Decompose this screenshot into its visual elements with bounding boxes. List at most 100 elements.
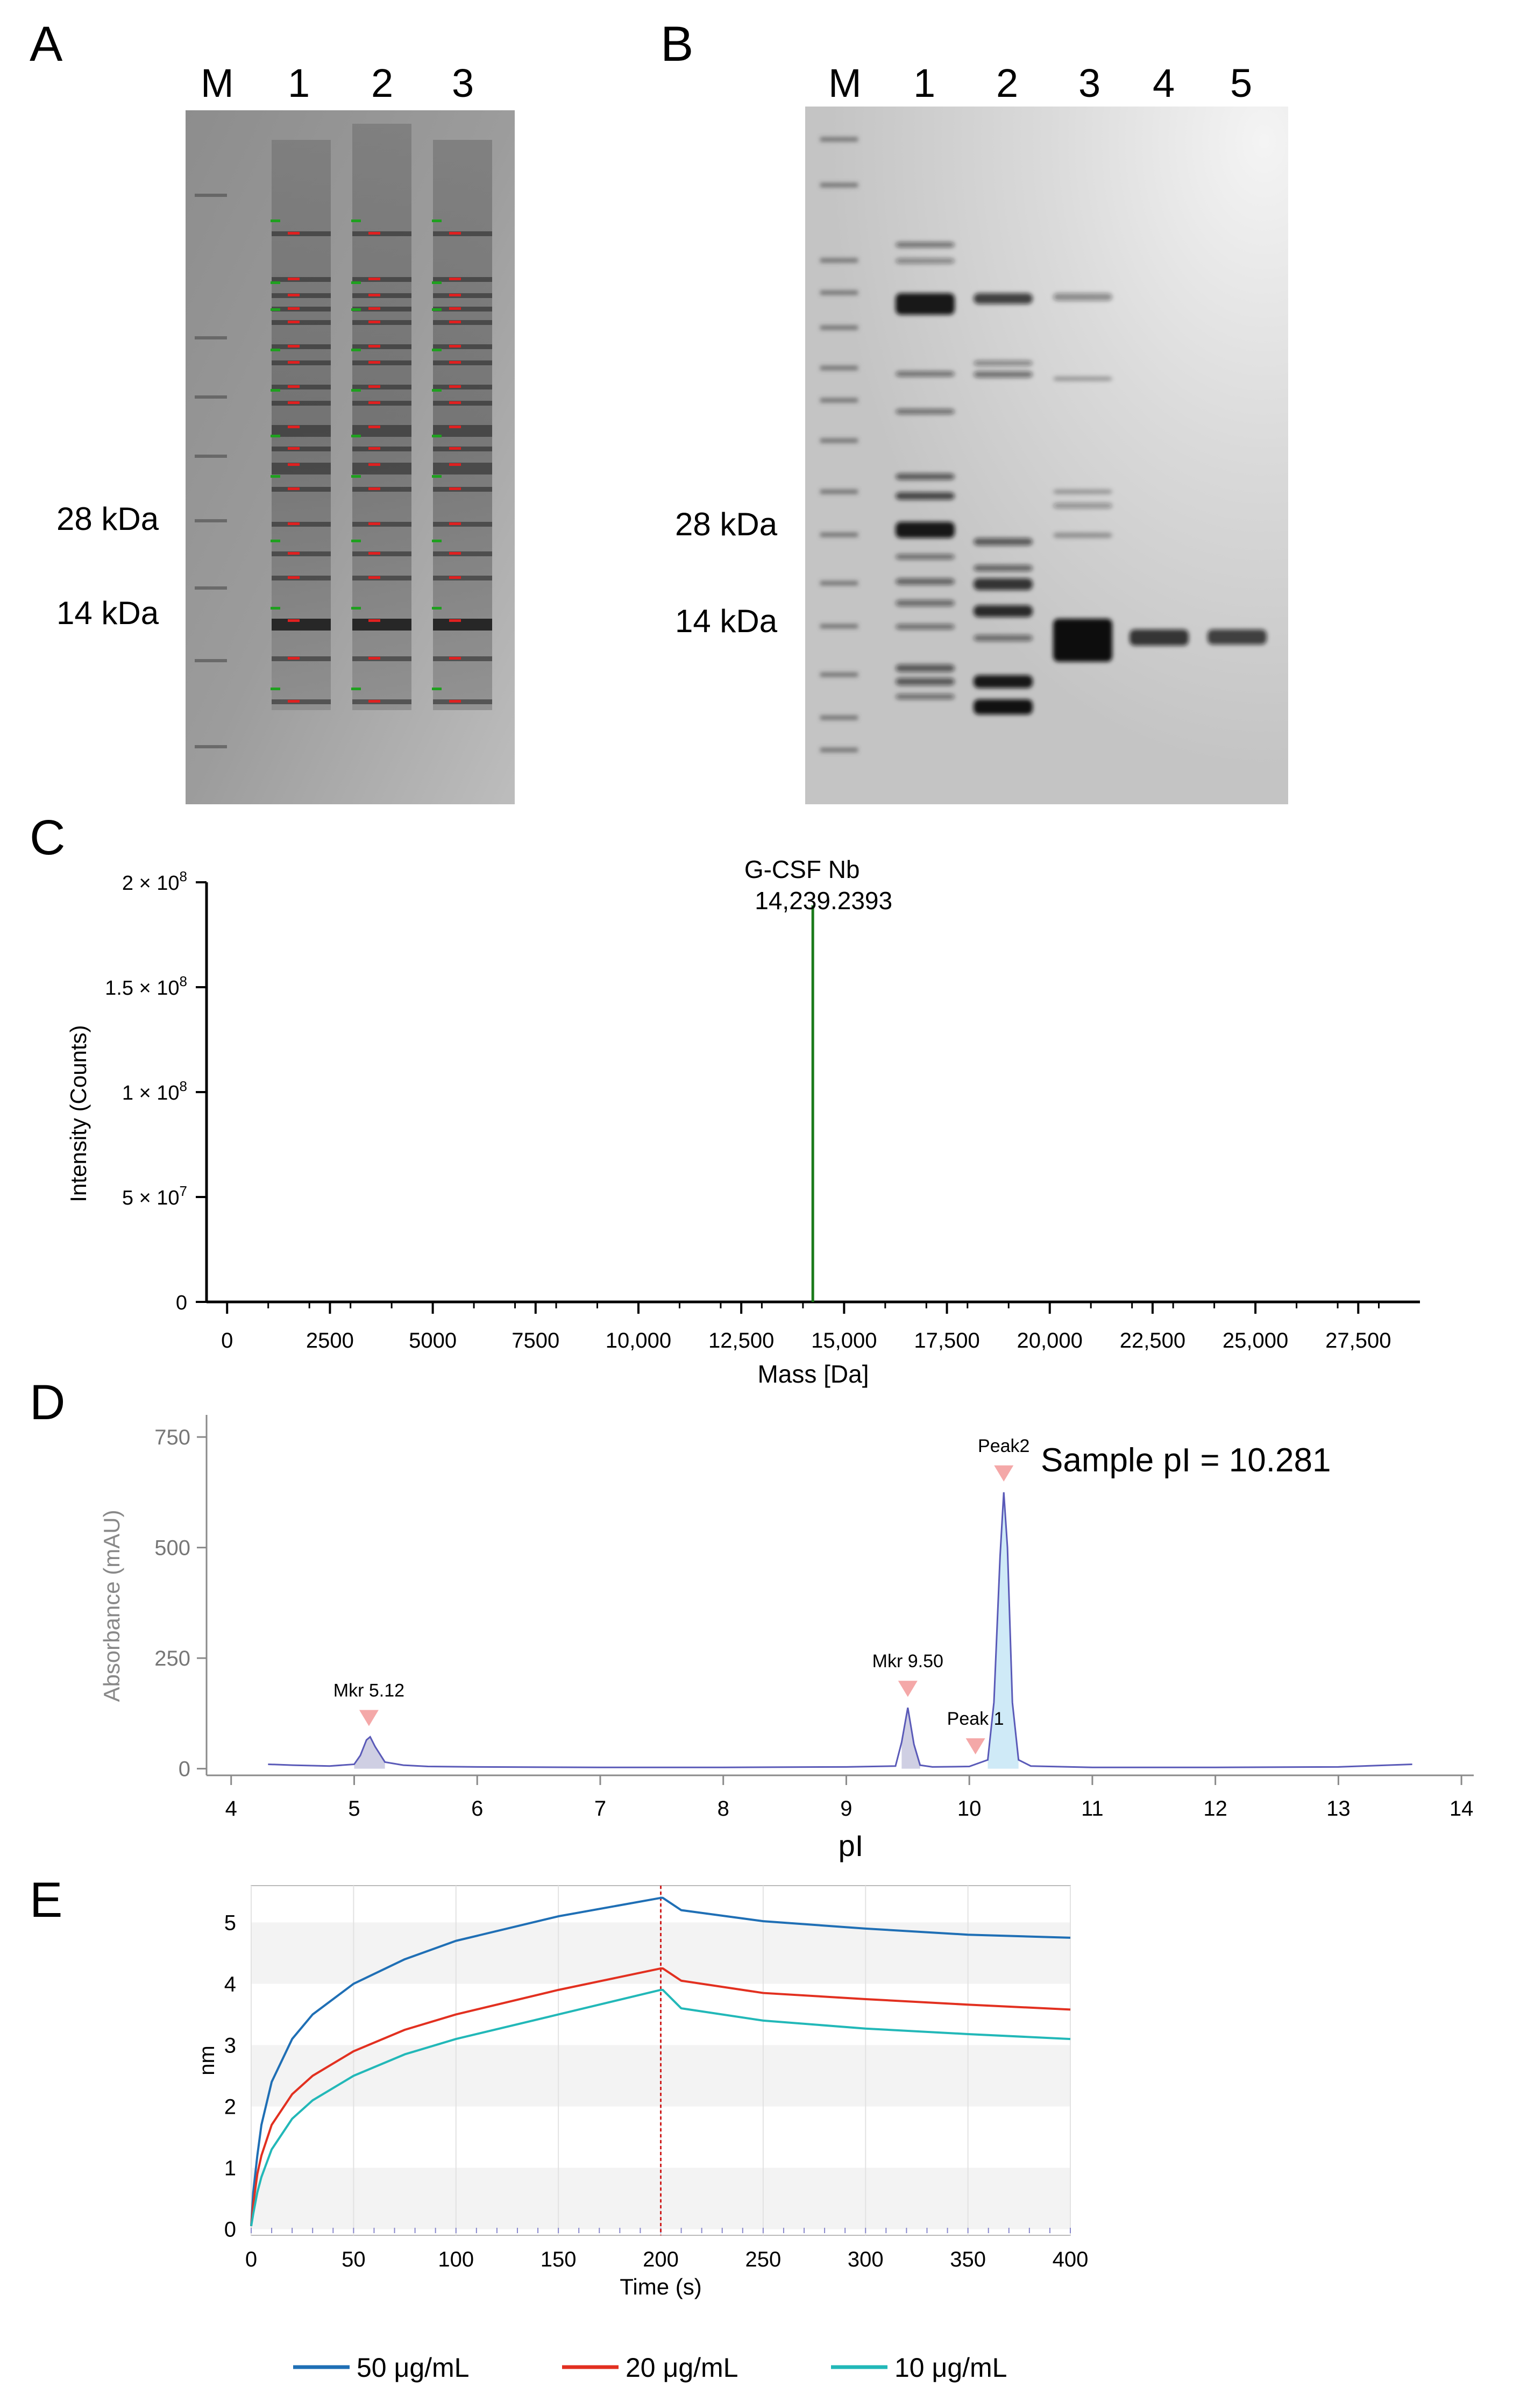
gel-a-red-tick bbox=[449, 426, 461, 428]
gel-a-red-tick bbox=[288, 463, 300, 466]
gel-b-band bbox=[1053, 293, 1112, 301]
gel-a-red-tick bbox=[368, 619, 380, 622]
gel-a-marker-band bbox=[195, 745, 227, 748]
gel-a-marker-band bbox=[195, 659, 227, 662]
gel-a-red-tick bbox=[449, 307, 461, 310]
chart-d-y-tick-label: 750 bbox=[154, 1426, 190, 1449]
chart-c-y-tick-label: 1.5 × 108 bbox=[105, 973, 187, 1000]
gel-a-red-tick bbox=[288, 487, 300, 490]
chart-d-marker-triangle bbox=[898, 1681, 918, 1697]
gel-a-red-tick bbox=[449, 552, 461, 555]
gel-a-band bbox=[352, 425, 411, 437]
gel-a-red-tick bbox=[288, 232, 300, 235]
gel-b-marker-band bbox=[820, 137, 858, 141]
chart-d-marker-label: Mkr 5.12 bbox=[333, 1680, 404, 1701]
gel-b-marker-band bbox=[820, 398, 858, 402]
gel-b-marker-band bbox=[820, 291, 858, 295]
gel-a-band bbox=[272, 360, 331, 365]
gel-a-green-mark bbox=[432, 540, 442, 542]
gel-b-band bbox=[974, 699, 1033, 714]
chart-d-peak-fill-mkr2 bbox=[901, 1708, 920, 1769]
gel-b-lane-5: 5 bbox=[1230, 61, 1253, 105]
gel-a-green-mark bbox=[432, 349, 442, 351]
gel-a-band bbox=[272, 619, 331, 631]
gel-b-lane-2: 2 bbox=[996, 61, 1019, 105]
chart-d-x-tick-label: 9 bbox=[840, 1797, 852, 1821]
chart-c-annotation-name: G-CSF Nb bbox=[744, 855, 860, 883]
gel-b-band bbox=[896, 258, 955, 264]
gel-a-red-tick bbox=[288, 700, 300, 703]
gel-b-band bbox=[974, 635, 1033, 641]
gel-a-red-tick bbox=[368, 447, 380, 450]
chart-d-x-tick-label: 11 bbox=[1081, 1797, 1104, 1821]
gel-b-band bbox=[974, 360, 1033, 366]
chart-c-x-tick-label: 5000 bbox=[409, 1329, 457, 1352]
gel-a-green-mark bbox=[271, 435, 280, 437]
chart-e-series-line bbox=[250, 1896, 1071, 2227]
chart-e-x-tick-label: 200 bbox=[643, 2248, 679, 2271]
chart-c-x-tick-label: 25,000 bbox=[1223, 1329, 1288, 1352]
gel-a-band bbox=[352, 277, 411, 282]
gel-b-band bbox=[896, 242, 955, 247]
gel-a-label-28kda: 28 kDa bbox=[56, 501, 159, 537]
gel-a-band bbox=[352, 447, 411, 451]
gel-a-red-tick bbox=[288, 385, 300, 388]
gel-a-red-tick bbox=[368, 463, 380, 466]
gel-b-band bbox=[1053, 377, 1112, 381]
chart-e-y-tick-label: 3 bbox=[224, 2034, 236, 2057]
gel-a-lane-1: 1 bbox=[288, 61, 310, 105]
gel-a-marker-band bbox=[195, 336, 227, 339]
chart-c-x-tick-label: 27,500 bbox=[1325, 1329, 1391, 1352]
gel-b-band bbox=[974, 578, 1033, 590]
gel-a-band bbox=[433, 401, 492, 406]
gel-a-band bbox=[272, 463, 331, 474]
chart-e-x-axis-label: Time (s) bbox=[620, 2274, 701, 2299]
gel-a-red-tick bbox=[449, 278, 461, 280]
gel-a-red-tick bbox=[449, 361, 461, 364]
gel-a-red-tick bbox=[449, 576, 461, 579]
gel-a-red-tick bbox=[449, 522, 461, 525]
gel-a-band bbox=[433, 385, 492, 389]
gel-a-red-tick bbox=[288, 619, 300, 622]
gel-b-marker-band bbox=[820, 624, 858, 628]
gel-a-red-tick bbox=[288, 345, 300, 348]
gel-b-lane-4: 4 bbox=[1153, 61, 1175, 105]
gel-b-band bbox=[896, 554, 955, 559]
gel-a-red-tick bbox=[288, 447, 300, 450]
gel-a-band bbox=[433, 425, 492, 437]
chart-d-x-tick-label: 10 bbox=[957, 1797, 982, 1821]
gel-a-band bbox=[352, 307, 411, 311]
gel-b-band bbox=[974, 605, 1033, 617]
gel-b-band bbox=[974, 565, 1033, 571]
gel-a-band bbox=[272, 447, 331, 451]
gel-a-band bbox=[272, 344, 331, 349]
gel-a-red-tick bbox=[288, 657, 300, 660]
gel-a-red-tick bbox=[449, 345, 461, 348]
gel-a-band bbox=[433, 576, 492, 580]
gel-b-lane-m: M bbox=[828, 61, 862, 105]
gel-a-red-tick bbox=[288, 522, 300, 525]
gel-a-band bbox=[352, 463, 411, 474]
chart-d-x-tick-label: 8 bbox=[718, 1797, 729, 1821]
gel-a-green-mark bbox=[271, 349, 280, 351]
chart-d-marker-triangle bbox=[965, 1738, 985, 1755]
gel-a-band bbox=[433, 447, 492, 451]
gel-a-red-tick bbox=[368, 278, 380, 280]
chart-d-x-tick-label: 7 bbox=[594, 1797, 606, 1821]
chart-e-x-tick-label: 150 bbox=[541, 2248, 577, 2271]
chart-c-x-tick-label: 15,000 bbox=[811, 1329, 877, 1352]
gel-a-label-14kda: 14 kDa bbox=[56, 595, 159, 631]
chart-c-x-tick-label: 17,500 bbox=[914, 1329, 979, 1352]
gel-a-lane-m: M bbox=[201, 61, 234, 105]
gel-a-red-tick bbox=[288, 576, 300, 579]
gel-a-green-mark bbox=[432, 435, 442, 437]
gel-a-band bbox=[433, 551, 492, 556]
gel-a-red-tick bbox=[368, 487, 380, 490]
gel-a-green-mark bbox=[271, 281, 280, 284]
gel-a-band bbox=[352, 487, 411, 492]
chart-d-y-tick-label: 250 bbox=[154, 1647, 190, 1670]
gel-b-marker-band bbox=[820, 533, 858, 537]
gel-a-green-mark bbox=[351, 540, 361, 542]
gel-a-red-tick bbox=[368, 294, 380, 296]
